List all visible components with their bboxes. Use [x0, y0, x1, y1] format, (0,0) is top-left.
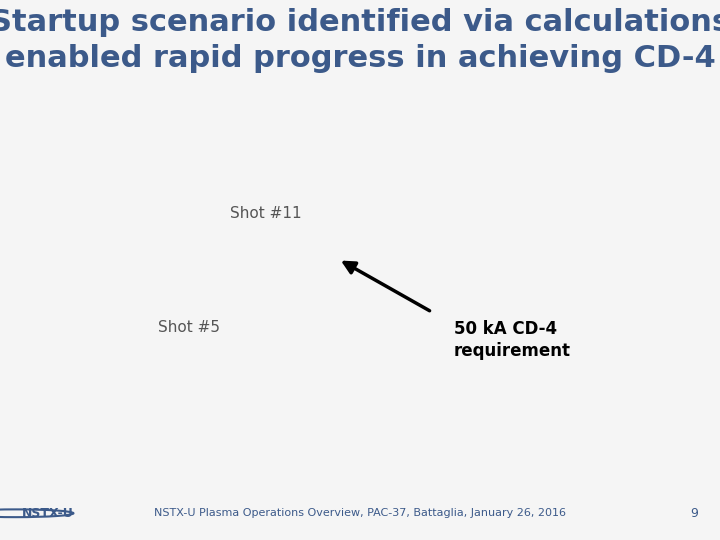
Text: 9: 9 [690, 507, 698, 520]
Text: Shot #11: Shot #11 [230, 206, 302, 221]
Text: NSTX-U Plasma Operations Overview, PAC-37, Battaglia, January 26, 2016: NSTX-U Plasma Operations Overview, PAC-3… [154, 508, 566, 518]
Text: 50 kA CD-4
requirement: 50 kA CD-4 requirement [454, 320, 571, 360]
Text: Shot #5: Shot #5 [158, 320, 220, 335]
Text: NSTX-U: NSTX-U [22, 507, 73, 520]
Text: Startup scenario identified via calculations
enabled rapid progress in achieving: Startup scenario identified via calculat… [0, 9, 720, 73]
